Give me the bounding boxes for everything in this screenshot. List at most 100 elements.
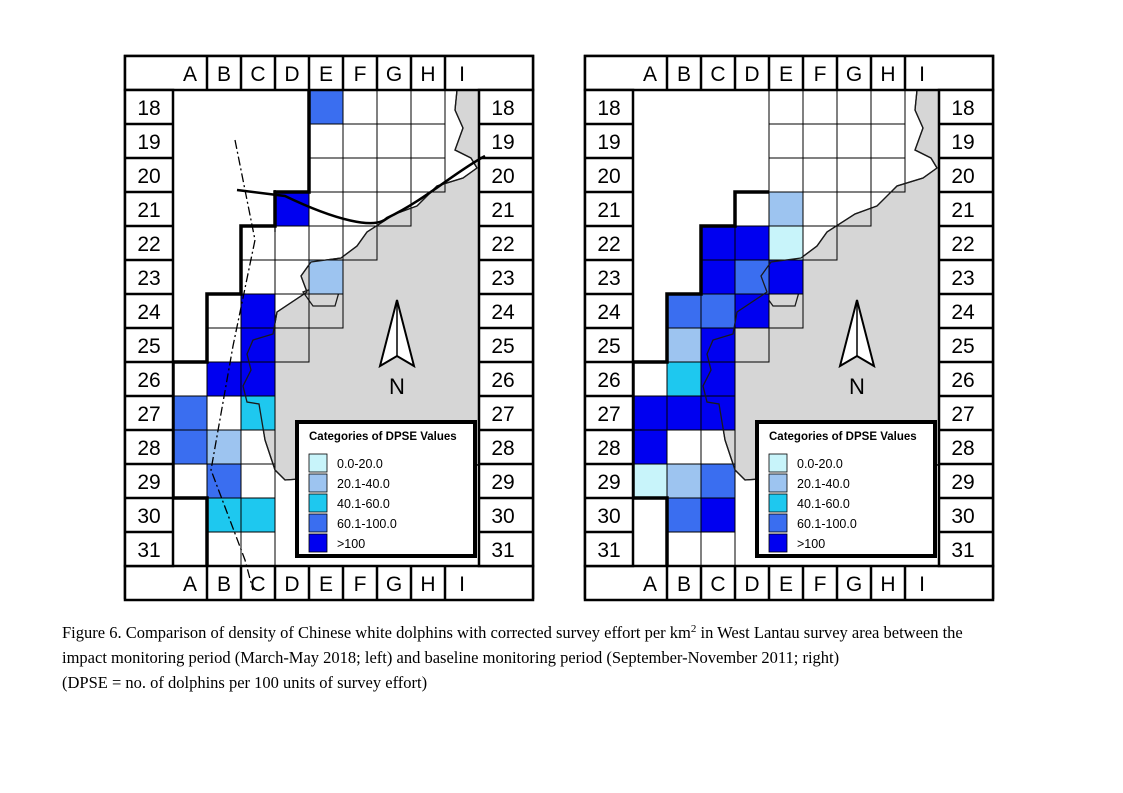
dpse-cell-E23 <box>308 259 344 295</box>
legend-swatch <box>308 473 328 493</box>
column-label-I-top: I <box>459 63 465 86</box>
column-label-H-top: H <box>420 63 435 86</box>
row-label-21-left: 21 <box>137 199 160 222</box>
row-label-18-left: 18 <box>137 97 160 120</box>
row-label-18-left: 18 <box>597 97 620 120</box>
row-label-25-left: 25 <box>597 335 620 358</box>
legend-item-label: 0.0-20.0 <box>337 457 383 471</box>
row-label-27-left: 27 <box>137 403 160 426</box>
column-label-D-bottom: D <box>744 573 759 596</box>
column-label-G-top: G <box>846 63 862 86</box>
row-label-25-right: 25 <box>491 335 514 358</box>
legend-swatch <box>308 453 328 473</box>
column-label-F-top: F <box>354 63 367 86</box>
row-label-29-left: 29 <box>137 471 160 494</box>
row-label-22-right: 22 <box>951 233 974 256</box>
row-label-27-right: 27 <box>491 403 514 426</box>
dpse-cell-E21 <box>768 191 804 227</box>
dpse-cell-C24 <box>240 293 276 329</box>
row-label-20-right: 20 <box>491 165 514 188</box>
legend-swatch <box>308 513 328 533</box>
row-label-23-left: 23 <box>597 267 620 290</box>
legend-item-label: 40.1-60.0 <box>337 497 390 511</box>
legend-item-label: 20.1-40.0 <box>337 477 390 491</box>
row-label-23-left: 23 <box>137 267 160 290</box>
dpse-cell-C23 <box>700 259 736 295</box>
dpse-cell-B28 <box>206 429 242 465</box>
column-label-C-top: C <box>250 63 265 86</box>
legend-item-label: 0.0-20.0 <box>797 457 843 471</box>
north-label: N <box>389 374 405 399</box>
column-label-F-bottom: F <box>354 573 367 596</box>
legend-swatch <box>308 533 328 553</box>
column-label-E-bottom: E <box>779 573 793 596</box>
row-label-30-right: 30 <box>951 505 974 528</box>
row-label-29-right: 29 <box>491 471 514 494</box>
row-label-19-left: 19 <box>137 131 160 154</box>
row-label-26-right: 26 <box>951 369 974 392</box>
legend-item-label: >100 <box>337 537 365 551</box>
column-label-B-bottom: B <box>217 573 231 596</box>
column-label-A-bottom: A <box>183 573 197 596</box>
survey-area-boundary <box>631 190 769 566</box>
column-label-D-bottom: D <box>284 573 299 596</box>
row-label-27-left: 27 <box>597 403 620 426</box>
dpse-cell-E23 <box>768 259 804 295</box>
dpse-cell-A27 <box>172 395 208 431</box>
row-label-31-left: 31 <box>597 539 620 562</box>
legend-item-label: 40.1-60.0 <box>797 497 850 511</box>
row-label-26-right: 26 <box>491 369 514 392</box>
dpse-cell-E18 <box>308 89 344 125</box>
column-label-C-top: C <box>710 63 725 86</box>
dpse-cell-B30 <box>206 497 242 533</box>
dpse-cell-A29 <box>632 463 668 499</box>
row-label-26-left: 26 <box>597 369 620 392</box>
column-header-top <box>123 54 535 92</box>
row-label-22-left: 22 <box>597 233 620 256</box>
row-label-26-left: 26 <box>137 369 160 392</box>
caption-line-3: (DPSE = no. of dolphins per 100 units of… <box>62 673 428 692</box>
dpse-cell-B26 <box>206 361 242 397</box>
dpse-cell-B29 <box>666 463 702 499</box>
legend-item-label: 60.1-100.0 <box>337 517 397 531</box>
dpse-cell-D21 <box>274 191 310 227</box>
column-label-B-top: B <box>217 63 231 86</box>
dpse-cell-B29 <box>206 463 242 499</box>
row-label-25-right: 25 <box>951 335 974 358</box>
column-label-D-top: D <box>284 63 299 86</box>
row-label-21-right: 21 <box>951 199 974 222</box>
dpse-cell-C25 <box>240 327 276 363</box>
column-label-A-top: A <box>643 63 657 86</box>
legend-swatch <box>308 493 328 513</box>
row-label-20-left: 20 <box>137 165 160 188</box>
row-label-23-right: 23 <box>951 267 974 290</box>
dpse-cell-A28 <box>172 429 208 465</box>
dpse-cell-B30 <box>666 497 702 533</box>
row-label-22-left: 22 <box>137 233 160 256</box>
column-header-bottom <box>583 564 995 602</box>
dpse-cell-A28 <box>632 429 668 465</box>
caption-line-1: Figure 6. Comparison of density of Chine… <box>62 623 963 642</box>
dpse-cell-D24 <box>734 293 770 329</box>
row-label-28-left: 28 <box>137 437 160 460</box>
dpse-cell-C25 <box>700 327 736 363</box>
row-label-25-left: 25 <box>137 335 160 358</box>
row-label-21-left: 21 <box>597 199 620 222</box>
row-label-22-right: 22 <box>491 233 514 256</box>
column-label-B-top: B <box>677 63 691 86</box>
column-label-H-bottom: H <box>880 573 895 596</box>
column-label-E-bottom: E <box>319 573 333 596</box>
row-label-19-right: 19 <box>951 131 974 154</box>
survey-grid-cell <box>342 225 378 261</box>
dpse-cell-D23 <box>734 259 770 295</box>
dpse-cell-B26 <box>666 361 702 397</box>
column-label-C-bottom: C <box>250 573 265 596</box>
legend-swatch <box>768 513 788 533</box>
row-label-19-left: 19 <box>597 131 620 154</box>
legend-item-label: 60.1-100.0 <box>797 517 857 531</box>
column-label-D-top: D <box>744 63 759 86</box>
column-label-I-bottom: I <box>919 573 925 596</box>
ferry-route-solid <box>236 154 486 225</box>
